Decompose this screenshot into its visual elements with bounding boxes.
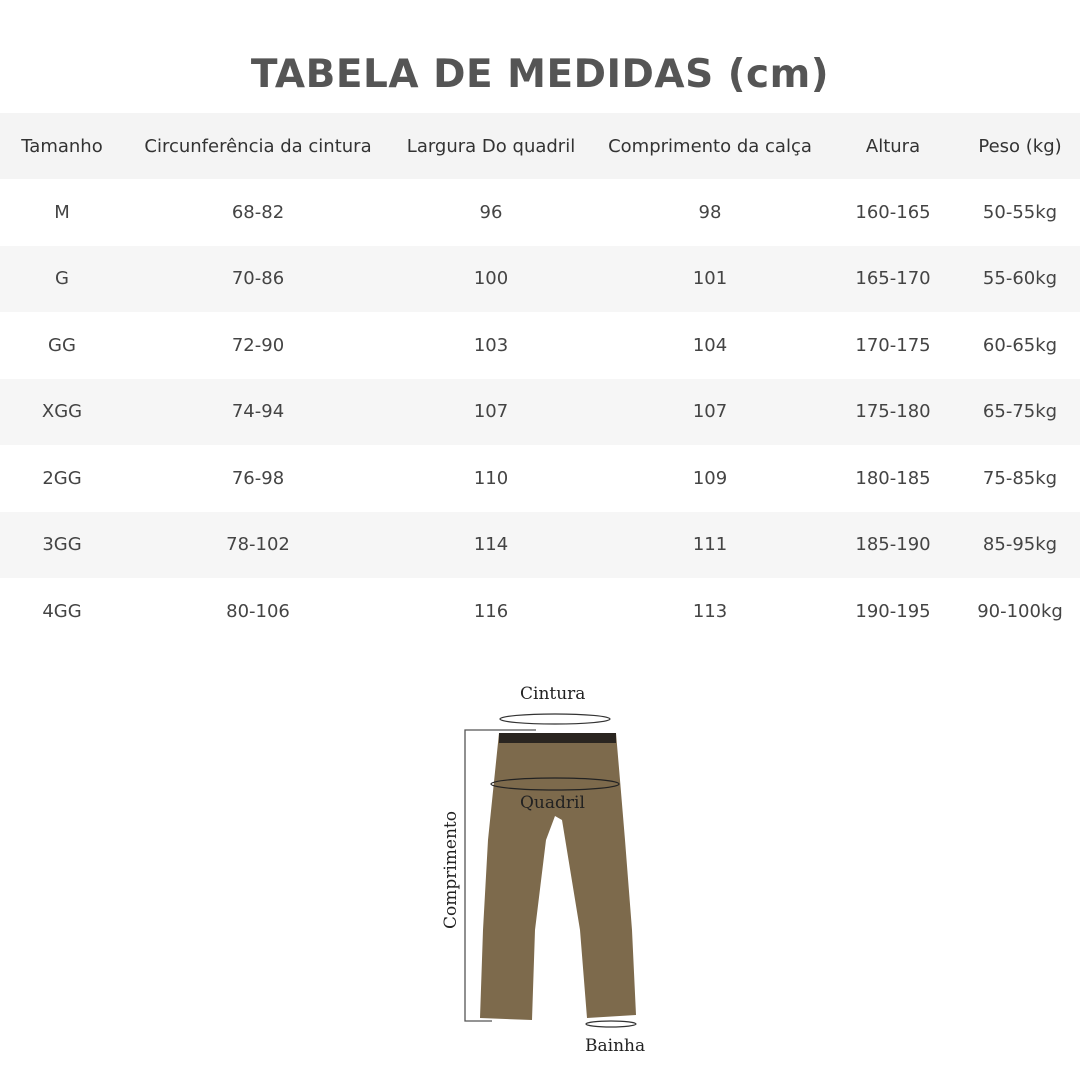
header-cell: Peso (kg): [978, 135, 1062, 157]
table-cell: 76-98: [231, 467, 285, 489]
table-cell: 65-75kg: [982, 401, 1058, 423]
table-cell: 109: [692, 467, 728, 489]
table-cell: 98: [698, 201, 722, 223]
table-cell: 160-165: [855, 201, 931, 223]
table-cell: 185-190: [855, 534, 931, 556]
table-cell: 114: [473, 534, 509, 556]
table-cell: 90-100kg: [977, 600, 1063, 622]
table-cell: 75-85kg: [982, 467, 1058, 489]
table-row: 3GG 78-102 114 111 185-190 85-95kg: [0, 511, 1080, 578]
table-header: Tamanho Circunferência da cintura Largur…: [0, 113, 1080, 179]
table-cell: 104: [692, 334, 728, 356]
header-cell: Largura Do quadril: [406, 135, 576, 157]
table-cell: 60-65kg: [982, 334, 1058, 356]
table-cell: 103: [473, 334, 509, 356]
table-cell: M: [54, 201, 70, 223]
table-cell: 70-86: [231, 268, 285, 290]
header-cell: Circunferência da cintura: [144, 135, 372, 157]
table-cell: 85-95kg: [982, 534, 1058, 556]
length-label: Comprimento: [441, 810, 462, 930]
pants-illustration: [464, 713, 637, 1028]
table-cell: 175-180: [855, 401, 931, 423]
table-row: 4GG 80-106 116 113 190-195 90-100kg: [0, 578, 1080, 645]
table-cell: 4GG: [42, 600, 82, 622]
table-cell: 116: [473, 600, 509, 622]
table-cell: 55-60kg: [982, 268, 1058, 290]
table-cell: 50-55kg: [982, 201, 1058, 223]
table-cell: 170-175: [855, 334, 931, 356]
table-cell: G: [55, 268, 69, 290]
table-cell: 101: [692, 268, 728, 290]
hem-label: Bainha: [585, 1036, 646, 1056]
table-cell: 111: [692, 534, 728, 556]
table-cell: 190-195: [855, 600, 931, 622]
table-cell: 107: [473, 401, 509, 423]
table-cell: 74-94: [231, 401, 285, 423]
header-cell: Tamanho: [21, 135, 103, 157]
table-cell: XGG: [41, 401, 83, 423]
page-title: TABELA DE MEDIDAS (cm): [250, 52, 830, 97]
table-cell: 96: [479, 201, 503, 223]
table-row: G 70-86 100 101 165-170 55-60kg: [0, 245, 1080, 312]
table-row: GG 72-90 103 104 170-175 60-65kg: [0, 312, 1080, 379]
table-cell: 3GG: [42, 534, 82, 556]
table-cell: 72-90: [231, 334, 285, 356]
pants-diagram: Cintura Quadril Comprimento Bainha: [420, 670, 660, 1070]
table-cell: 80-106: [226, 600, 290, 622]
waist-label: Cintura: [520, 684, 586, 704]
table-cell: 68-82: [231, 201, 285, 223]
hip-label: Quadril: [520, 793, 585, 813]
table-cell: 180-185: [855, 467, 931, 489]
table-cell: 100: [473, 268, 509, 290]
table-cell: 113: [692, 600, 728, 622]
table-cell: GG: [48, 334, 76, 356]
table-row: XGG 74-94 107 107 175-180 65-75kg: [0, 378, 1080, 445]
table-cell: 78-102: [226, 534, 290, 556]
header-cell: Comprimento da calça: [608, 135, 812, 157]
table-cell: 107: [692, 401, 728, 423]
header-cell: Altura: [865, 135, 921, 157]
table-cell: 165-170: [855, 268, 931, 290]
table-cell: 2GG: [42, 467, 82, 489]
size-table: Tamanho Circunferência da cintura Largur…: [0, 113, 1080, 645]
table-row: 2GG 76-98 110 109 180-185 75-85kg: [0, 445, 1080, 512]
table-cell: 110: [473, 467, 509, 489]
table-row: M 68-82 96 98 160-165 50-55kg: [0, 179, 1080, 246]
